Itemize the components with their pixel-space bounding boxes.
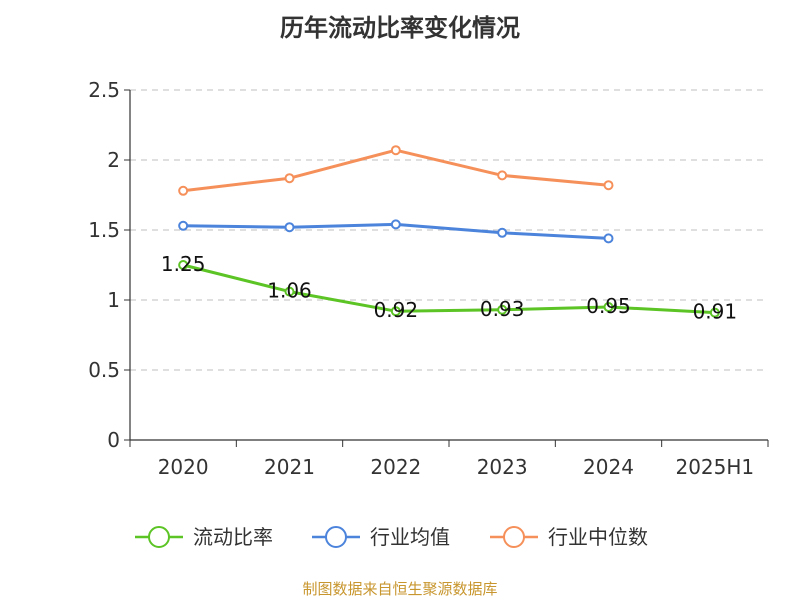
y-tick-label: 2 bbox=[107, 148, 120, 172]
data-point bbox=[603, 233, 614, 244]
y-tick-label: 1 bbox=[107, 288, 120, 312]
data-point bbox=[497, 304, 508, 315]
data-label: 0.93 bbox=[480, 297, 525, 321]
legend-label: 流动比率 bbox=[193, 525, 273, 549]
y-tick-label: 0.5 bbox=[88, 358, 120, 382]
y-tick-label: 2.5 bbox=[88, 78, 120, 102]
data-label: 0.92 bbox=[374, 298, 419, 322]
data-point bbox=[178, 260, 189, 270]
data-point bbox=[390, 145, 401, 156]
data-point bbox=[603, 302, 614, 312]
x-tick-label: 2022 bbox=[370, 455, 421, 479]
y-axis-tick-labels: 0 0.5 1 1.5 2 2.5 bbox=[88, 78, 120, 452]
data-label: 0.91 bbox=[693, 300, 738, 324]
series-line bbox=[182, 148, 609, 193]
x-tick-label: 2025H1 bbox=[675, 455, 754, 479]
data-point bbox=[709, 307, 720, 318]
data-point bbox=[178, 185, 189, 196]
series-line bbox=[182, 263, 715, 315]
chart-title: 历年流动比率变化情况 bbox=[280, 14, 520, 42]
data-point bbox=[497, 227, 508, 238]
data-source-note: 制图数据来自恒生聚源数据库 bbox=[302, 580, 498, 598]
legend-swatch-marker bbox=[503, 526, 525, 548]
data-point bbox=[497, 170, 508, 181]
data-label: 1.25 bbox=[161, 252, 206, 276]
x-tick-label: 2024 bbox=[583, 455, 634, 479]
data-point bbox=[284, 286, 295, 297]
series-lines bbox=[178, 145, 720, 318]
x-tick-label: 2020 bbox=[158, 455, 209, 479]
legend-label: 行业中位数 bbox=[548, 525, 648, 549]
data-labels: 1.25 1.06 0.92 0.93 0.95 0.91 bbox=[161, 252, 737, 324]
legend-swatch-marker bbox=[148, 526, 170, 548]
data-point bbox=[390, 306, 401, 317]
data-point bbox=[178, 220, 189, 231]
data-point bbox=[603, 180, 614, 191]
data-label: 1.06 bbox=[267, 279, 312, 303]
x-tick-label: 2023 bbox=[477, 455, 528, 479]
data-point bbox=[284, 173, 295, 184]
axes bbox=[124, 89, 769, 447]
x-tick-label: 2021 bbox=[264, 455, 315, 479]
data-point bbox=[284, 222, 295, 233]
y-tick-label: 1.5 bbox=[88, 218, 120, 242]
data-label: 0.95 bbox=[586, 294, 631, 318]
data-point bbox=[390, 219, 401, 230]
legend-swatch-marker bbox=[325, 526, 347, 548]
x-axis-tick-labels: 2020 2021 2022 2023 2024 2025H1 bbox=[158, 455, 754, 479]
legend-label: 行业均值 bbox=[370, 525, 450, 549]
legend: 流动比率 行业均值 行业中位数 bbox=[135, 525, 648, 549]
y-tick-label: 0 bbox=[107, 428, 120, 452]
